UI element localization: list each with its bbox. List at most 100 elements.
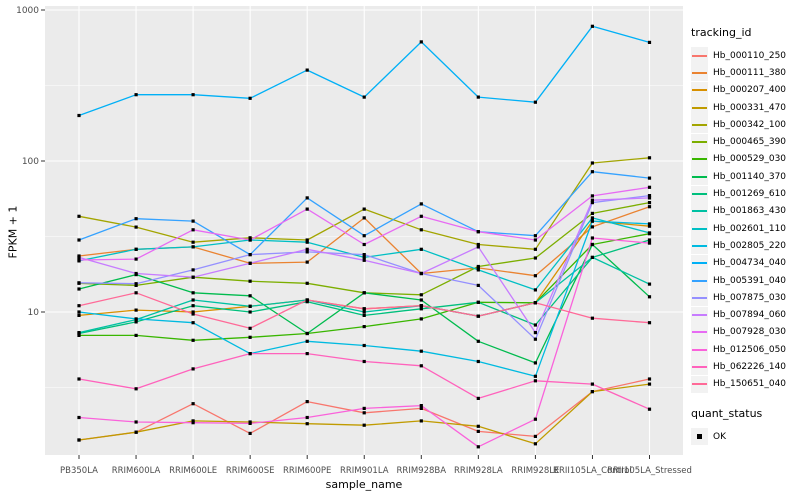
data-point	[191, 228, 195, 232]
data-point	[476, 95, 480, 99]
data-point	[191, 245, 195, 249]
data-point	[191, 421, 195, 425]
data-point	[134, 282, 138, 286]
data-point	[419, 271, 423, 276]
data-point	[191, 268, 195, 272]
legend-title-tracking-id: tracking_id	[691, 26, 752, 39]
legend-item-label: Hb_001140_370	[713, 171, 787, 182]
data-point	[590, 236, 594, 240]
legend-key	[691, 99, 708, 117]
data-point	[590, 316, 594, 320]
data-point	[476, 230, 480, 234]
data-point	[419, 202, 423, 206]
legend-item-label: Hb_000207_400	[713, 85, 787, 96]
data-point	[248, 304, 252, 308]
legend-key	[691, 150, 708, 168]
data-point	[533, 100, 537, 104]
legend-item-label: Hb_000110_250	[713, 50, 787, 61]
legend-line-swatch-icon	[692, 123, 707, 126]
data-point	[362, 95, 366, 99]
data-point	[191, 312, 195, 316]
data-point	[248, 261, 252, 265]
data-point	[191, 367, 195, 371]
x-axis-title: sample_name	[325, 478, 403, 491]
data-point	[590, 219, 594, 223]
data-point	[134, 308, 138, 312]
legend-item-label: Hb_150651_040	[713, 379, 787, 390]
legend-line-swatch-icon	[692, 365, 707, 368]
legend-item: Hb_000529_030	[691, 150, 799, 168]
data-point	[248, 236, 252, 240]
data-point	[533, 379, 537, 383]
data-point	[77, 313, 81, 317]
data-point	[533, 256, 537, 260]
data-point	[305, 331, 309, 336]
data-point	[77, 333, 81, 337]
x-tick-label: RRII105LA_Control	[553, 466, 632, 476]
data-point	[134, 291, 138, 295]
legend-line-swatch-icon	[692, 141, 707, 144]
data-point	[476, 429, 480, 433]
data-point	[134, 320, 138, 324]
x-tick-label: RRII105LA_Stressed	[607, 466, 692, 476]
legend-item-label: Hb_001863_430	[713, 206, 787, 217]
data-point	[419, 293, 423, 297]
legend-key	[691, 237, 708, 255]
data-point	[248, 294, 252, 298]
data-point	[191, 275, 195, 279]
legend-quant-status: quant_status OK	[691, 407, 799, 446]
data-point	[476, 314, 480, 318]
legend-key	[691, 64, 708, 82]
data-point	[77, 310, 81, 314]
data-point	[647, 176, 652, 180]
data-point	[248, 352, 252, 356]
legend-key	[691, 220, 708, 238]
legend-item-label: Hb_007928_030	[713, 327, 787, 338]
legend-line-swatch-icon	[692, 279, 707, 282]
legend-item-label: Hb_000331_470	[713, 102, 787, 113]
legend-item: Hb_002805_220	[691, 237, 799, 255]
data-point	[134, 283, 138, 287]
legend-item: Hb_062226_140	[691, 358, 799, 376]
data-point	[476, 245, 480, 249]
legend-line-swatch-icon	[692, 89, 707, 92]
legend-item-label: Hb_000111_380	[713, 67, 787, 78]
data-point	[419, 406, 423, 410]
data-point	[362, 307, 366, 311]
data-point	[77, 415, 81, 420]
data-point	[419, 214, 423, 218]
legend-item-label: Hb_000465_390	[713, 137, 787, 148]
data-point	[647, 231, 652, 235]
data-point	[191, 240, 195, 244]
data-point	[248, 96, 252, 100]
data-point	[134, 225, 138, 229]
data-point	[476, 424, 480, 428]
data-point	[533, 417, 537, 421]
data-point	[362, 325, 366, 329]
legend-key	[691, 254, 708, 272]
data-point	[476, 264, 480, 269]
legend-item-label: Hb_012506_050	[713, 344, 787, 355]
data-point	[362, 291, 366, 295]
data-point	[419, 317, 423, 321]
data-point	[476, 359, 480, 364]
data-point	[476, 268, 480, 272]
data-point	[191, 338, 195, 342]
data-point	[248, 335, 252, 339]
legend-item: Hb_000207_400	[691, 81, 799, 99]
legend-item-label: Hb_005391_040	[713, 275, 787, 286]
data-point	[476, 242, 480, 247]
data-point	[362, 216, 366, 220]
data-point	[590, 198, 594, 202]
data-point	[647, 196, 652, 200]
data-point	[248, 431, 252, 435]
data-point	[590, 216, 594, 220]
data-point	[362, 406, 366, 410]
legend-key	[691, 323, 708, 341]
legend-item: Hb_001269_610	[691, 185, 799, 203]
data-point	[248, 253, 252, 257]
legend-line-swatch-icon	[692, 158, 707, 161]
legend-item: Hb_012506_050	[691, 341, 799, 359]
data-point	[647, 282, 652, 286]
